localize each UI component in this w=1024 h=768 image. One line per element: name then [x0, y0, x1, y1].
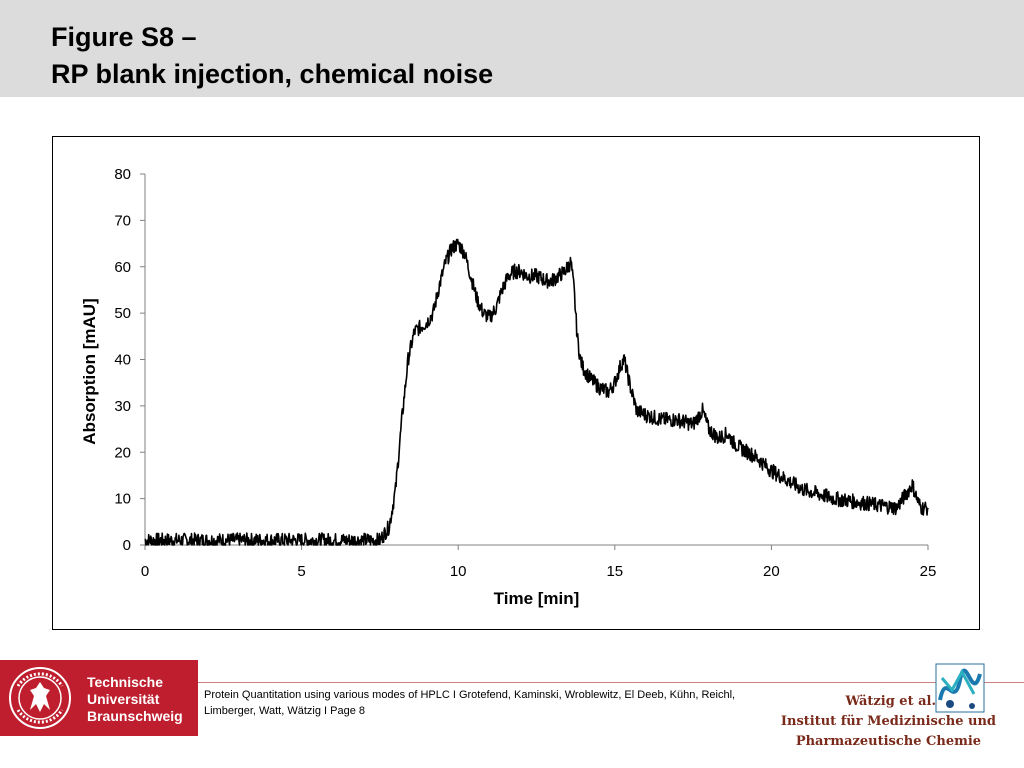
university-seal-icon: [9, 667, 71, 729]
x-axis-label: Time [min]: [494, 589, 580, 608]
y-tick-label: 30: [114, 398, 131, 415]
x-tick-label: 5: [297, 563, 305, 580]
y-tick-label: 40: [114, 352, 131, 369]
slide-title-line1: Figure S8 –: [51, 22, 197, 52]
absorption-series-line: [144, 238, 929, 546]
chromatogram-chart: 0 10 20 30 40 50 60 70 80 0 5 10 15 20 25 Time [min] Abs…: [80, 166, 937, 608]
y-tick-label: 70: [114, 212, 131, 229]
chart-frame: [52, 136, 980, 630]
institute-block: Wätzig et al. Institut für Medizinische …: [781, 692, 996, 752]
institute-line1: Institut für Medizinische und: [780, 714, 996, 729]
y-tick-label: 50: [114, 305, 131, 322]
institute-line2: Pharmazeutische Chemie: [795, 734, 982, 749]
y-tick-label: 80: [114, 166, 131, 183]
university-name-line1: Technische: [87, 674, 163, 690]
x-tick-label: 20: [763, 563, 780, 580]
credit-line1: Protein Quantitation using various modes…: [204, 689, 736, 701]
slide-title-line2: RP blank injection, chemical noise: [51, 59, 494, 89]
author-label: Wätzig et al.: [845, 694, 936, 709]
y-tick-label: 0: [123, 537, 131, 554]
x-tick-label: 0: [141, 563, 149, 580]
university-name-line2: Universität: [87, 691, 160, 707]
y-tick-label: 60: [114, 259, 131, 276]
footer-divider: [198, 682, 1024, 683]
university-name-line3: Braunschweig: [87, 708, 183, 724]
y-tick-label: 10: [114, 491, 131, 508]
footer-credit: Protein Quantitation using various modes…: [204, 687, 774, 719]
slide-header: Figure S8 – RP blank injection, chemical…: [0, 0, 1024, 97]
x-tick-label: 25: [920, 563, 937, 580]
x-tick-label: 10: [450, 563, 467, 580]
molecule-structure-icon: [935, 663, 985, 713]
credit-line2: Limberger, Watt, Wätzig I Page 8: [204, 705, 365, 717]
x-tick-label: 15: [606, 563, 623, 580]
y-tick-label: 20: [114, 444, 131, 461]
tu-braunschweig-logo: Technische Universität Braunschweig: [0, 660, 198, 736]
slide-footer: Technische Universität Braunschweig Prot…: [0, 660, 1024, 768]
y-axis-label: Absorption [mAU]: [80, 298, 99, 444]
